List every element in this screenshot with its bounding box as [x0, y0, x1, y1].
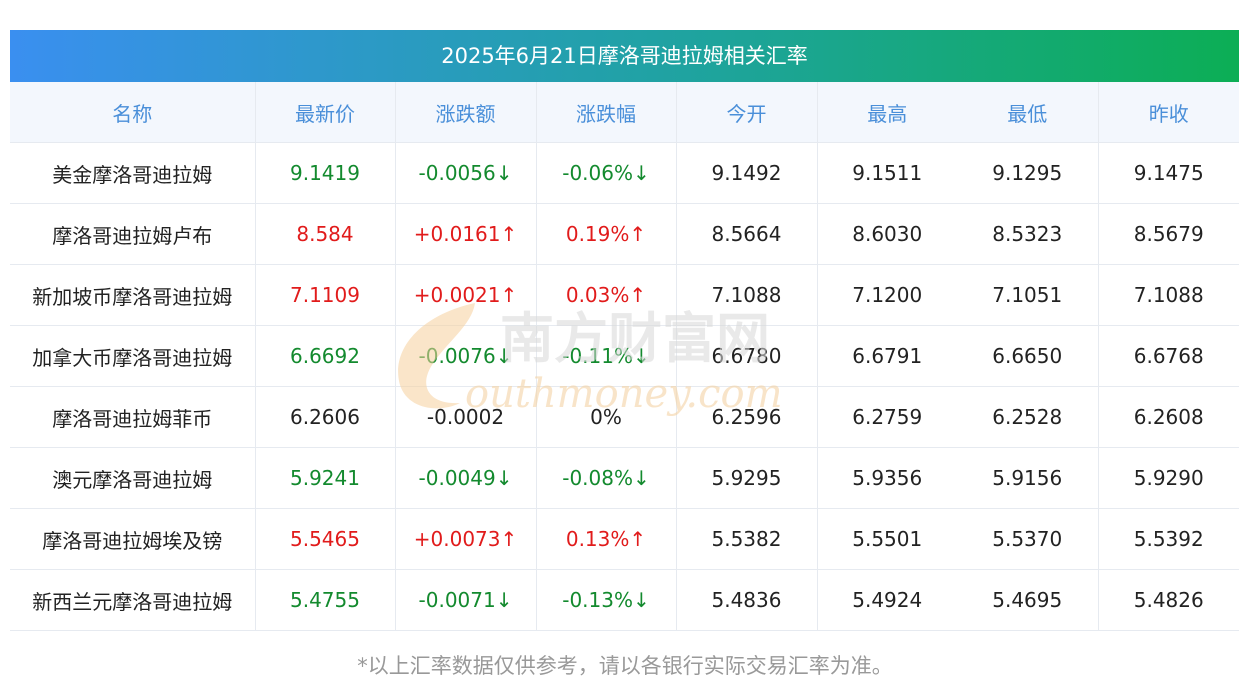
table-row: 新西兰元摩洛哥迪拉姆 5.4755 -0.0071↓ -0.13%↓ 5.4836 5.4…: [10, 569, 1239, 631]
cell-pct: 0.13%↑: [536, 508, 677, 570]
cell-pct: 0%: [536, 386, 677, 448]
cell-latest: 8.584: [255, 203, 396, 265]
cell-open: 5.5382: [676, 508, 818, 570]
cell-change: -0.0076↓: [395, 325, 537, 387]
column-header-change: 涨跌额: [395, 82, 537, 143]
column-header-open: 今开: [676, 82, 818, 143]
cell-change: +0.0161↑: [395, 203, 537, 265]
cell-high: 5.5501: [817, 508, 957, 570]
cell-low: 9.1295: [957, 142, 1099, 204]
cell-high: 6.6791: [817, 325, 957, 387]
table-row: 美金摩洛哥迪拉姆 9.1419 -0.0056↓ -0.06%↓ 9.1492 9.151…: [10, 142, 1239, 204]
cell-high: 5.4924: [817, 569, 957, 631]
cell-low: 5.4695: [957, 569, 1099, 631]
cell-latest: 7.1109: [255, 264, 396, 326]
column-header-pct: 涨跌幅: [536, 82, 677, 143]
cell-change: -0.0071↓: [395, 569, 537, 631]
cell-pct: -0.08%↓: [536, 447, 677, 509]
cell-name: 摩洛哥迪拉姆埃及镑: [10, 508, 256, 570]
cell-pct: -0.11%↓: [536, 325, 677, 387]
column-header-low: 最低: [957, 82, 1099, 143]
rate-table-card: 2025年6月21日摩洛哥迪拉姆相关汇率 名称 最新价 涨跌额 涨跌幅 今开 最…: [10, 30, 1239, 631]
cell-high: 8.6030: [817, 203, 957, 265]
cell-change: -0.0056↓: [395, 142, 537, 204]
cell-prev: 6.2608: [1098, 386, 1239, 448]
cell-change: -0.0002: [395, 386, 537, 448]
cell-pct: -0.13%↓: [536, 569, 677, 631]
cell-pct: 0.03%↑: [536, 264, 677, 326]
cell-pct: 0.19%↑: [536, 203, 677, 265]
cell-name: 新加坡币摩洛哥迪拉姆: [10, 264, 256, 326]
table-title: 2025年6月21日摩洛哥迪拉姆相关汇率: [10, 30, 1239, 82]
cell-low: 6.2528: [957, 386, 1099, 448]
rate-table: 名称 最新价 涨跌额 涨跌幅 今开 最高 最低 昨收 美金摩洛哥迪拉姆 9.141…: [10, 82, 1239, 631]
cell-high: 9.1511: [817, 142, 957, 204]
cell-prev: 5.5392: [1098, 508, 1239, 570]
cell-change: +0.0021↑: [395, 264, 537, 326]
cell-prev: 7.1088: [1098, 264, 1239, 326]
cell-open: 9.1492: [676, 142, 818, 204]
cell-low: 7.1051: [957, 264, 1099, 326]
cell-open: 8.5664: [676, 203, 818, 265]
cell-latest: 6.6692: [255, 325, 396, 387]
cell-low: 5.9156: [957, 447, 1099, 509]
table-row: 新加坡币摩洛哥迪拉姆 7.1109 +0.0021↑ 0.03%↑ 7.1088 7.12…: [10, 264, 1239, 326]
column-header-high: 最高: [817, 82, 957, 143]
cell-latest: 6.2606: [255, 386, 396, 448]
cell-name: 摩洛哥迪拉姆卢布: [10, 203, 256, 265]
cell-name: 新西兰元摩洛哥迪拉姆: [10, 569, 256, 631]
cell-latest: 5.9241: [255, 447, 396, 509]
header-row: 名称 最新价 涨跌额 涨跌幅 今开 最高 最低 昨收: [10, 82, 1239, 143]
cell-high: 6.2759: [817, 386, 957, 448]
table-row: 摩洛哥迪拉姆菲币 6.2606 -0.0002 0% 6.2596 6.2759 6.252…: [10, 386, 1239, 448]
cell-prev: 8.5679: [1098, 203, 1239, 265]
column-header-prev: 昨收: [1098, 82, 1239, 143]
cell-prev: 9.1475: [1098, 142, 1239, 204]
cell-open: 5.9295: [676, 447, 818, 509]
cell-name: 加拿大币摩洛哥迪拉姆: [10, 325, 256, 387]
cell-latest: 9.1419: [255, 142, 396, 204]
cell-low: 5.5370: [957, 508, 1099, 570]
footnote: *以上汇率数据仅供参考，请以各银行实际交易汇率为准。: [357, 654, 893, 678]
cell-high: 7.1200: [817, 264, 957, 326]
cell-latest: 5.5465: [255, 508, 396, 570]
cell-name: 澳元摩洛哥迪拉姆: [10, 447, 256, 509]
cell-name: 美金摩洛哥迪拉姆: [10, 142, 256, 204]
cell-prev: 6.6768: [1098, 325, 1239, 387]
cell-latest: 5.4755: [255, 569, 396, 631]
table-row: 加拿大币摩洛哥迪拉姆 6.6692 -0.0076↓ -0.11%↓ 6.6780 6.6…: [10, 325, 1239, 387]
cell-name: 摩洛哥迪拉姆菲币: [10, 386, 256, 448]
cell-high: 5.9356: [817, 447, 957, 509]
cell-open: 5.4836: [676, 569, 818, 631]
cell-prev: 5.4826: [1098, 569, 1239, 631]
cell-open: 6.2596: [676, 386, 818, 448]
cell-change: -0.0049↓: [395, 447, 537, 509]
cell-change: +0.0073↑: [395, 508, 537, 570]
cell-low: 8.5323: [957, 203, 1099, 265]
table-row: 澳元摩洛哥迪拉姆 5.9241 -0.0049↓ -0.08%↓ 5.9295 5.935…: [10, 447, 1239, 509]
cell-low: 6.6650: [957, 325, 1099, 387]
cell-open: 6.6780: [676, 325, 818, 387]
table-row: 摩洛哥迪拉姆埃及镑 5.5465 +0.0073↑ 0.13%↑ 5.5382 5.550…: [10, 508, 1239, 570]
cell-prev: 5.9290: [1098, 447, 1239, 509]
cell-open: 7.1088: [676, 264, 818, 326]
cell-pct: -0.06%↓: [536, 142, 677, 204]
column-header-name: 名称: [10, 82, 256, 143]
column-header-latest: 最新价: [255, 82, 396, 143]
table-row: 摩洛哥迪拉姆卢布 8.584 +0.0161↑ 0.19%↑ 8.5664 8.6030 8…: [10, 203, 1239, 265]
